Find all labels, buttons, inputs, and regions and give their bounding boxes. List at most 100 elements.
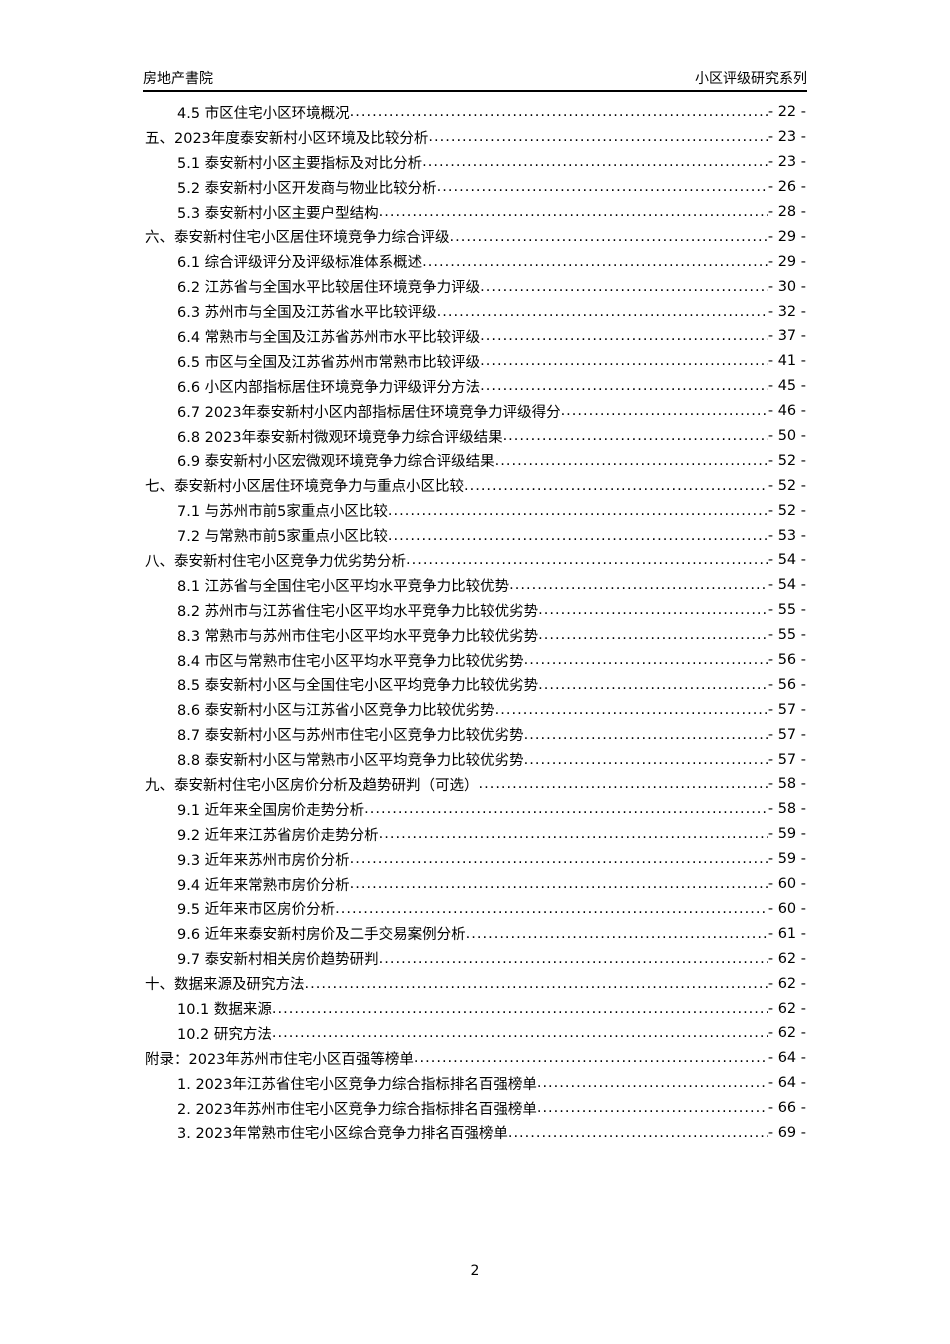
toc-entry-page: - 60 - <box>767 876 806 893</box>
toc-entry-page: - 59 - <box>767 826 806 843</box>
toc-entry[interactable]: 10.2 研究方法 - 62 - <box>145 1021 806 1046</box>
toc-leader-dots <box>524 752 768 768</box>
toc-entry[interactable]: 7.2 与常熟市前5家重点小区比较 - 53 - <box>145 523 806 548</box>
toc-entry[interactable]: 1. 2023年江苏省住宅小区竞争力综合指标排名百强榜单 - 64 - <box>145 1071 806 1096</box>
toc-entry-title: 6.6 小区内部指标居住环境竞争力评级评分方法 <box>177 379 481 396</box>
toc-entry[interactable]: 七、泰安新村小区居住环境竞争力与重点小区比较 - 52 - <box>145 473 806 498</box>
toc-entry[interactable]: 4.5 市区住宅小区环境概况 - 22 - <box>145 100 806 125</box>
toc-entry[interactable]: 8.2 苏州市与江苏省住宅小区平均水平竞争力比较优劣势 - 55 - <box>145 598 806 623</box>
toc-entry-title: 附录：2023年苏州市住宅小区百强等榜单 <box>145 1051 414 1068</box>
toc-entry[interactable]: 9.6 近年来泰安新村房价及二手交易案例分析 - 61 - <box>145 921 806 946</box>
toc-entry[interactable]: 6.4 常熟市与全国及江苏省苏州市水平比较评级 - 37 - <box>145 324 806 349</box>
toc-entry[interactable]: 十、数据来源及研究方法 - 62 - <box>145 971 806 996</box>
toc-entry-title: 8.1 江苏省与全国住宅小区平均水平竞争力比较优势 <box>177 578 510 595</box>
toc-entry[interactable]: 9.4 近年来常熟市房价分析 - 60 - <box>145 872 806 897</box>
toc-leader-dots <box>350 104 768 120</box>
toc-entry[interactable]: 9.7 泰安新村相关房价趋势研判 - 62 - <box>145 946 806 971</box>
toc-entry-page: - 57 - <box>767 701 806 718</box>
toc-entry[interactable]: 9.1 近年来全国房价走势分析 - 58 - <box>145 797 806 822</box>
toc-entry[interactable]: 3. 2023年常熟市住宅小区综合竞争力排名百强榜单 - 69 - <box>145 1121 806 1146</box>
toc-entry-page: - 52 - <box>767 502 806 519</box>
toc-entry[interactable]: 8.1 江苏省与全国住宅小区平均水平竞争力比较优势 - 54 - <box>145 573 806 598</box>
toc-entry[interactable]: 7.1 与苏州市前5家重点小区比较 - 52 - <box>145 498 806 523</box>
toc-entry-title: 2. 2023年苏州市住宅小区竞争力综合指标排名百强榜单 <box>177 1101 537 1118</box>
toc-entry[interactable]: 6.9 泰安新村小区宏微观环境竞争力综合评级结果 - 52 - <box>145 448 806 473</box>
toc-entry-title: 3. 2023年常熟市住宅小区综合竞争力排名百强榜单 <box>177 1126 508 1143</box>
toc-entry-title: 7.2 与常熟市前5家重点小区比较 <box>177 529 388 546</box>
toc-entry-page: - 57 - <box>767 751 806 768</box>
toc-entry[interactable]: 5.1 泰安新村小区主要指标及对比分析 - 23 - <box>145 150 806 175</box>
toc-entry-title: 五、2023年度泰安新村小区环境及比较分析 <box>145 130 429 147</box>
toc-entry-page: - 37 - <box>767 328 806 345</box>
toc-entry-page: - 54 - <box>767 577 806 594</box>
toc-entry[interactable]: 五、2023年度泰安新村小区环境及比较分析 - 23 - <box>145 125 806 150</box>
toc-entry[interactable]: 5.3 泰安新村小区主要户型结构 - 28 - <box>145 200 806 225</box>
toc-entry[interactable]: 9.5 近年来市区房价分析 - 60 - <box>145 897 806 922</box>
toc-entry-title: 6.7 2023年泰安新村小区内部指标居住环境竞争力评级得分 <box>177 404 561 421</box>
toc-entry[interactable]: 6.7 2023年泰安新村小区内部指标居住环境竞争力评级得分 - 46 - <box>145 399 806 424</box>
toc-entry[interactable]: 6.8 2023年泰安新村微观环境竞争力综合评级结果 - 50 - <box>145 424 806 449</box>
toc-leader-dots <box>350 851 768 867</box>
toc-entry-title: 9.5 近年来市区房价分析 <box>177 902 336 919</box>
toc-entry-title: 九、泰安新村住宅小区房价分析及趋势研判（可选） <box>145 777 479 794</box>
toc-entry-title: 9.1 近年来全国房价走势分析 <box>177 802 365 819</box>
toc-entry-title: 8.2 苏州市与江苏省住宅小区平均水平竞争力比较优劣势 <box>177 603 539 620</box>
toc-entry[interactable]: 6.2 江苏省与全国水平比较居住环境竞争力评级 - 30 - <box>145 274 806 299</box>
toc-leader-dots <box>428 129 767 145</box>
toc-leader-dots <box>335 901 768 917</box>
toc-entry[interactable]: 6.1 综合评级评分及评级标准体系概述 - 29 - <box>145 249 806 274</box>
toc-leader-dots <box>538 677 768 693</box>
toc-entry-page: - 55 - <box>767 627 806 644</box>
toc-entry-title: 10.1 数据来源 <box>177 1002 272 1018</box>
toc-leader-dots <box>272 1025 768 1041</box>
table-of-contents: 4.5 市区住宅小区环境概况 - 22 - 五、2023年度泰安新村小区环境及比较分… <box>145 100 806 1145</box>
toc-entry-title: 5.3 泰安新村小区主要户型结构 <box>177 205 379 222</box>
toc-leader-dots <box>450 229 768 245</box>
toc-leader-dots <box>508 1125 768 1141</box>
toc-entry-title: 7.1 与苏州市前5家重点小区比较 <box>177 504 388 521</box>
toc-entry-page: - 23 - <box>767 129 806 146</box>
toc-entry-page: - 69 - <box>767 1124 806 1141</box>
toc-entry[interactable]: 2. 2023年苏州市住宅小区竞争力综合指标排名百强榜单 - 66 - <box>145 1096 806 1121</box>
toc-entry[interactable]: 8.7 泰安新村小区与苏州市住宅小区竞争力比较优劣势 - 57 - <box>145 722 806 747</box>
toc-entry[interactable]: 9.2 近年来江苏省房价走势分析 - 59 - <box>145 822 806 847</box>
toc-entry[interactable]: 8.6 泰安新村小区与江苏省小区竞争力比较优劣势 - 57 - <box>145 697 806 722</box>
toc-entry[interactable]: 六、泰安新村住宅小区居住环境竞争力综合评级 - 29 - <box>145 224 806 249</box>
toc-entry[interactable]: 9.3 近年来苏州市房价分析 - 59 - <box>145 847 806 872</box>
toc-entry[interactable]: 5.2 泰安新村小区开发商与物业比较分析 - 26 - <box>145 175 806 200</box>
toc-entry-page: - 53 - <box>767 527 806 544</box>
toc-entry-title: 十、数据来源及研究方法 <box>145 977 305 994</box>
toc-entry-title: 八、泰安新村住宅小区竞争力优劣势分析 <box>145 553 406 570</box>
toc-entry-page: - 59 - <box>767 851 806 868</box>
toc-entry[interactable]: 八、泰安新村住宅小区竞争力优劣势分析 - 54 - <box>145 548 806 573</box>
toc-entry[interactable]: 九、泰安新村住宅小区房价分析及趋势研判（可选） - 58 - <box>145 772 806 797</box>
toc-entry-title: 1. 2023年江苏省住宅小区竞争力综合指标排名百强榜单 <box>177 1076 537 1093</box>
toc-leader-dots <box>414 1050 768 1066</box>
toc-entry-page: - 56 - <box>767 652 806 669</box>
toc-entry[interactable]: 10.1 数据来源 - 62 - <box>145 996 806 1021</box>
toc-leader-dots <box>480 279 768 295</box>
toc-entry-title: 8.8 泰安新村小区与常熟市小区平均竞争力比较优劣势 <box>177 753 524 770</box>
toc-leader-dots <box>480 353 768 369</box>
toc-leader-dots <box>480 328 768 344</box>
toc-entry[interactable]: 6.6 小区内部指标居住环境竞争力评级评分方法 - 45 - <box>145 374 806 399</box>
toc-leader-dots <box>406 552 768 568</box>
header-publisher: 房地产書院 <box>143 71 213 87</box>
toc-leader-dots <box>538 627 768 643</box>
toc-entry-page: - 29 - <box>767 253 806 270</box>
toc-entry-page: - 62 - <box>767 1025 806 1042</box>
toc-entry[interactable]: 8.5 泰安新村小区与全国住宅小区平均竞争力比较优劣势 - 56 - <box>145 672 806 697</box>
toc-entry-page: - 52 - <box>767 452 806 469</box>
toc-entry[interactable]: 6.3 苏州市与全国及江苏省水平比较评级 - 32 - <box>145 299 806 324</box>
toc-leader-dots <box>388 528 768 544</box>
toc-entry-page: - 22 - <box>767 104 806 121</box>
toc-entry[interactable]: 8.3 常熟市与苏州市住宅小区平均水平竞争力比较优劣势 - 55 - <box>145 623 806 648</box>
toc-entry[interactable]: 6.5 市区与全国及江苏省苏州市常熟市比较评级 - 41 - <box>145 349 806 374</box>
toc-entry[interactable]: 8.8 泰安新村小区与常熟市小区平均竞争力比较优劣势 - 57 - <box>145 747 806 772</box>
toc-leader-dots <box>464 478 768 494</box>
toc-entry-page: - 54 - <box>767 552 806 569</box>
toc-entry[interactable]: 8.4 市区与常熟市住宅小区平均水平竞争力比较优劣势 - 56 - <box>145 648 806 673</box>
toc-leader-dots <box>480 378 768 394</box>
toc-entry-title: 9.4 近年来常熟市房价分析 <box>177 877 350 894</box>
toc-entry[interactable]: 附录：2023年苏州市住宅小区百强等榜单 - 64 - <box>145 1046 806 1071</box>
